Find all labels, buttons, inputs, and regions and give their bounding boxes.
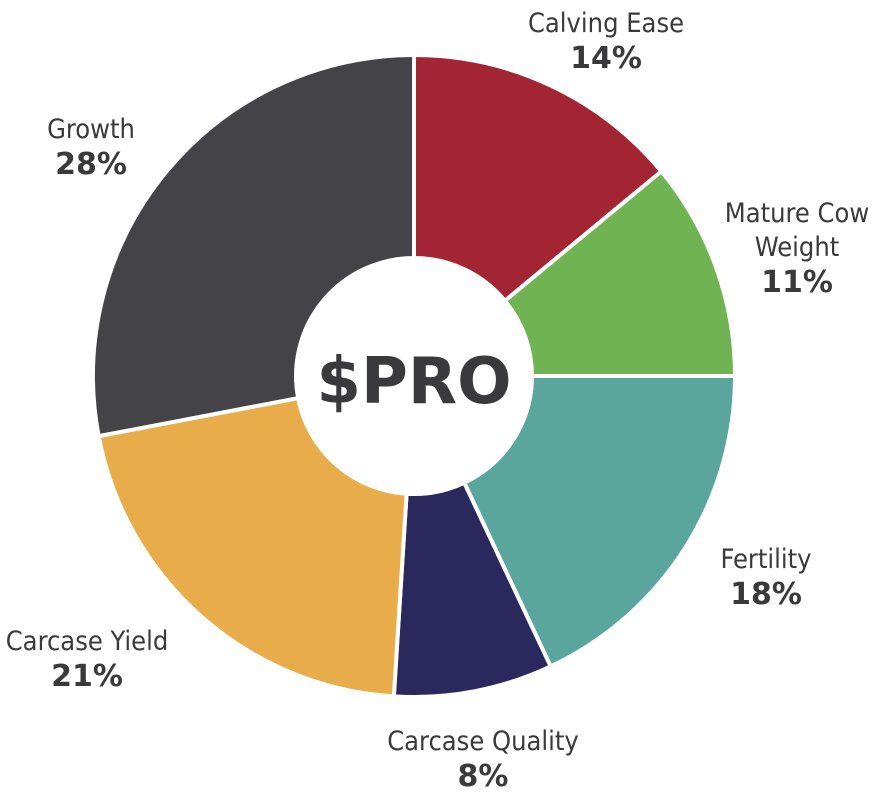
slice-label-percent: 14%	[570, 41, 642, 76]
donut-slices	[91, 52, 738, 699]
slice-label-name: Carcase Yield	[6, 626, 169, 657]
slice-label-name: Fertility	[720, 544, 811, 575]
slice-label-percent: 8%	[458, 759, 509, 794]
slice-label-percent: 11%	[761, 265, 833, 300]
slice-calving-ease	[412, 52, 665, 304]
slice-label-name: Growth	[47, 114, 135, 145]
slice-fertility	[461, 374, 738, 670]
slice-growth	[91, 52, 416, 439]
slice-label-percent: 21%	[51, 659, 123, 694]
slice-label-percent: 28%	[55, 147, 127, 182]
slice-label-name: Calving Ease	[528, 8, 684, 39]
slice-label-name: Carcase Quality	[387, 726, 579, 757]
slice-mature-cow-weight	[502, 168, 738, 378]
center-label: $PRO	[316, 345, 511, 419]
slice-label-percent: 18%	[730, 577, 802, 612]
donut-hole	[298, 260, 530, 492]
slice-carcase-yield	[96, 395, 409, 699]
slice-label-name: Mature Cow	[725, 198, 870, 229]
slice-label-name: Weight	[755, 232, 839, 263]
